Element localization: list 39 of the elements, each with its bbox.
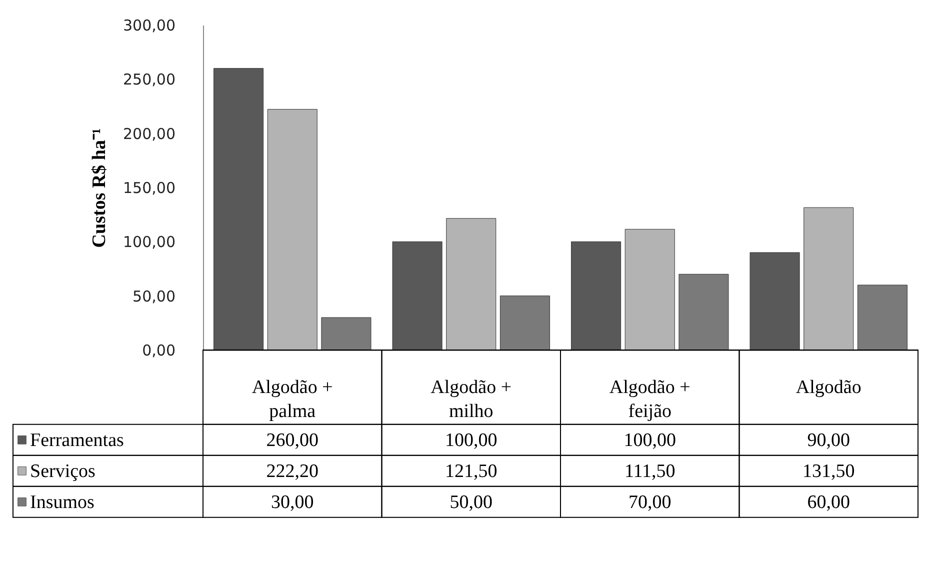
data-label: 50,00: [450, 492, 492, 513]
data-label: 100,00: [624, 430, 676, 451]
bar: [624, 228, 675, 350]
bar: [214, 68, 264, 350]
x-tick-label: Algodão: [796, 377, 862, 398]
y-tick-label: 300,00: [123, 16, 176, 34]
x-tick-label: Algodão + milho: [430, 377, 512, 422]
data-label: 260,00: [266, 430, 318, 451]
bar: [571, 241, 622, 350]
bar: [500, 296, 550, 350]
bar: [267, 109, 318, 350]
data-label: 100,00: [445, 430, 498, 451]
y-tick-label: 200,00: [123, 124, 176, 143]
data-label: 121,50: [445, 460, 498, 482]
legend-label: Insumos: [30, 492, 94, 513]
y-tick-label: 50,00: [132, 287, 176, 306]
data-label: 70,00: [628, 492, 672, 513]
y-tick-label: 150,00: [123, 179, 176, 197]
bar: [750, 252, 800, 350]
bar: [857, 284, 908, 350]
data-label: 90,00: [807, 430, 850, 451]
data-label: 131,50: [802, 460, 855, 482]
data-label: 111,50: [624, 460, 676, 482]
y-tick-label: 250,00: [123, 70, 176, 89]
bar: [678, 274, 729, 350]
bar: [321, 317, 372, 350]
x-tick-label: Algodão + feijão: [609, 377, 690, 422]
y-tick-label: 0,00: [142, 342, 176, 360]
data-label: 222,20: [266, 460, 318, 482]
data-label: 60,00: [807, 492, 850, 513]
bar: [804, 207, 854, 350]
y-tick-label: 100,00: [123, 233, 176, 252]
x-tick-label: Algodão + palma: [252, 377, 333, 422]
data-label: 30,00: [271, 492, 314, 513]
legend-label: Serviços: [30, 460, 96, 482]
legend-label: Ferramentas: [30, 430, 124, 451]
y-axis-title: Custos R$ ha⁻¹: [89, 128, 110, 248]
bar: [392, 241, 442, 350]
bar: [446, 218, 496, 350]
